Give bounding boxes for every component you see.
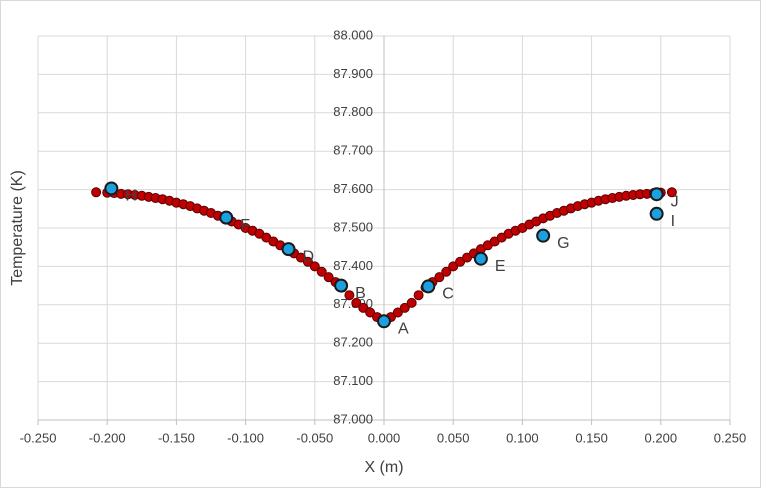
y-axis-title: Temperature (K) — [9, 170, 26, 286]
point-label: E — [495, 258, 506, 275]
x-tick-label: 0.250 — [714, 430, 747, 445]
data-point — [351, 297, 362, 308]
data-point — [473, 251, 488, 266]
y-tick-label: 87.500 — [333, 219, 373, 234]
data-point — [281, 242, 296, 257]
point-label: I — [671, 213, 675, 230]
data-point — [649, 206, 664, 221]
y-tick-label: 87.100 — [333, 373, 373, 388]
x-axis-title: X (m) — [364, 459, 403, 476]
x-tick-label: -0.150 — [158, 430, 195, 445]
point-label: C — [442, 286, 454, 303]
data-point — [377, 314, 391, 329]
y-tick-label: 87.900 — [333, 66, 373, 81]
y-tick-label: 88.000 — [333, 27, 373, 42]
x-tick-label: 0.050 — [437, 430, 470, 445]
point-label: J — [671, 193, 679, 210]
data-point — [441, 266, 452, 277]
x-tick-label: -0.050 — [296, 430, 333, 445]
x-tick-label: 0.100 — [506, 430, 539, 445]
point-label: A — [398, 321, 409, 338]
data-point — [358, 302, 369, 313]
x-tick-label: 0.150 — [575, 430, 608, 445]
data-point — [666, 187, 677, 198]
data-point — [406, 297, 417, 308]
data-point — [302, 256, 313, 267]
data-point — [334, 278, 349, 293]
y-tick-label: 87.400 — [333, 258, 373, 273]
y-tick-label: 87.800 — [333, 104, 373, 119]
point-label: G — [557, 235, 569, 252]
point-label: D — [303, 248, 315, 265]
point-label: H — [125, 188, 137, 205]
point-label: F — [240, 217, 250, 234]
data-point — [316, 266, 327, 277]
y-tick-label: 87.000 — [333, 411, 373, 426]
data-point — [448, 261, 459, 272]
y-tick-label: 87.600 — [333, 181, 373, 196]
data-point — [536, 228, 551, 243]
x-tick-label: -0.200 — [89, 430, 126, 445]
x-tick-label: 0.200 — [645, 430, 678, 445]
data-point — [323, 272, 334, 283]
y-tick-label: 87.700 — [333, 143, 373, 158]
data-point — [365, 307, 376, 318]
x-tick-label: -0.100 — [227, 430, 264, 445]
point-label: B — [355, 285, 366, 302]
y-tick-label: 87.200 — [333, 335, 373, 350]
x-tick-label: 0.000 — [368, 430, 401, 445]
data-point — [104, 181, 119, 196]
data-point — [421, 279, 436, 294]
data-point — [309, 261, 320, 272]
data-point — [399, 302, 410, 313]
data-point — [344, 290, 355, 301]
marks: H F D B A C E G IJ — [91, 181, 679, 338]
data-point — [434, 272, 445, 283]
data-point — [91, 187, 102, 198]
data-point — [392, 307, 403, 318]
data-point — [219, 210, 234, 225]
data-point — [413, 290, 424, 301]
data-point — [649, 187, 664, 202]
x-tick-label: -0.250 — [20, 430, 57, 445]
